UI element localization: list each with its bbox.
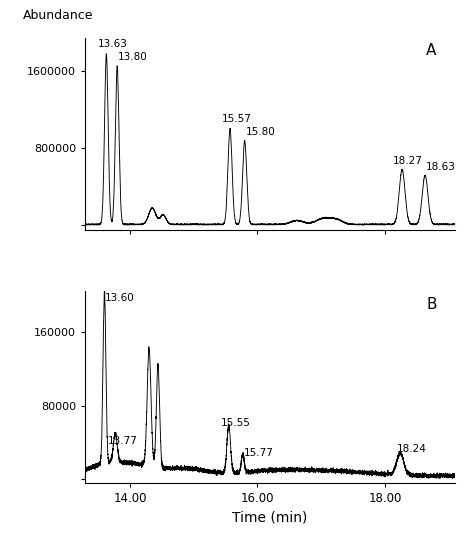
Text: 13.77: 13.77 — [108, 436, 138, 446]
Text: 13.80: 13.80 — [118, 52, 147, 62]
Text: 15.57: 15.57 — [222, 114, 252, 124]
Text: 18.27: 18.27 — [393, 156, 423, 166]
Text: 18.63: 18.63 — [426, 162, 456, 172]
Text: 18.24: 18.24 — [397, 444, 427, 454]
Text: 15.55: 15.55 — [220, 418, 250, 429]
Text: 13.63: 13.63 — [98, 39, 128, 49]
Text: Abundance: Abundance — [22, 9, 93, 22]
Text: 15.77: 15.77 — [244, 448, 273, 458]
X-axis label: Time (min): Time (min) — [232, 511, 308, 525]
Text: 15.80: 15.80 — [246, 127, 275, 136]
Text: A: A — [426, 43, 437, 59]
Text: B: B — [426, 297, 437, 312]
Text: 13.60: 13.60 — [105, 293, 135, 303]
